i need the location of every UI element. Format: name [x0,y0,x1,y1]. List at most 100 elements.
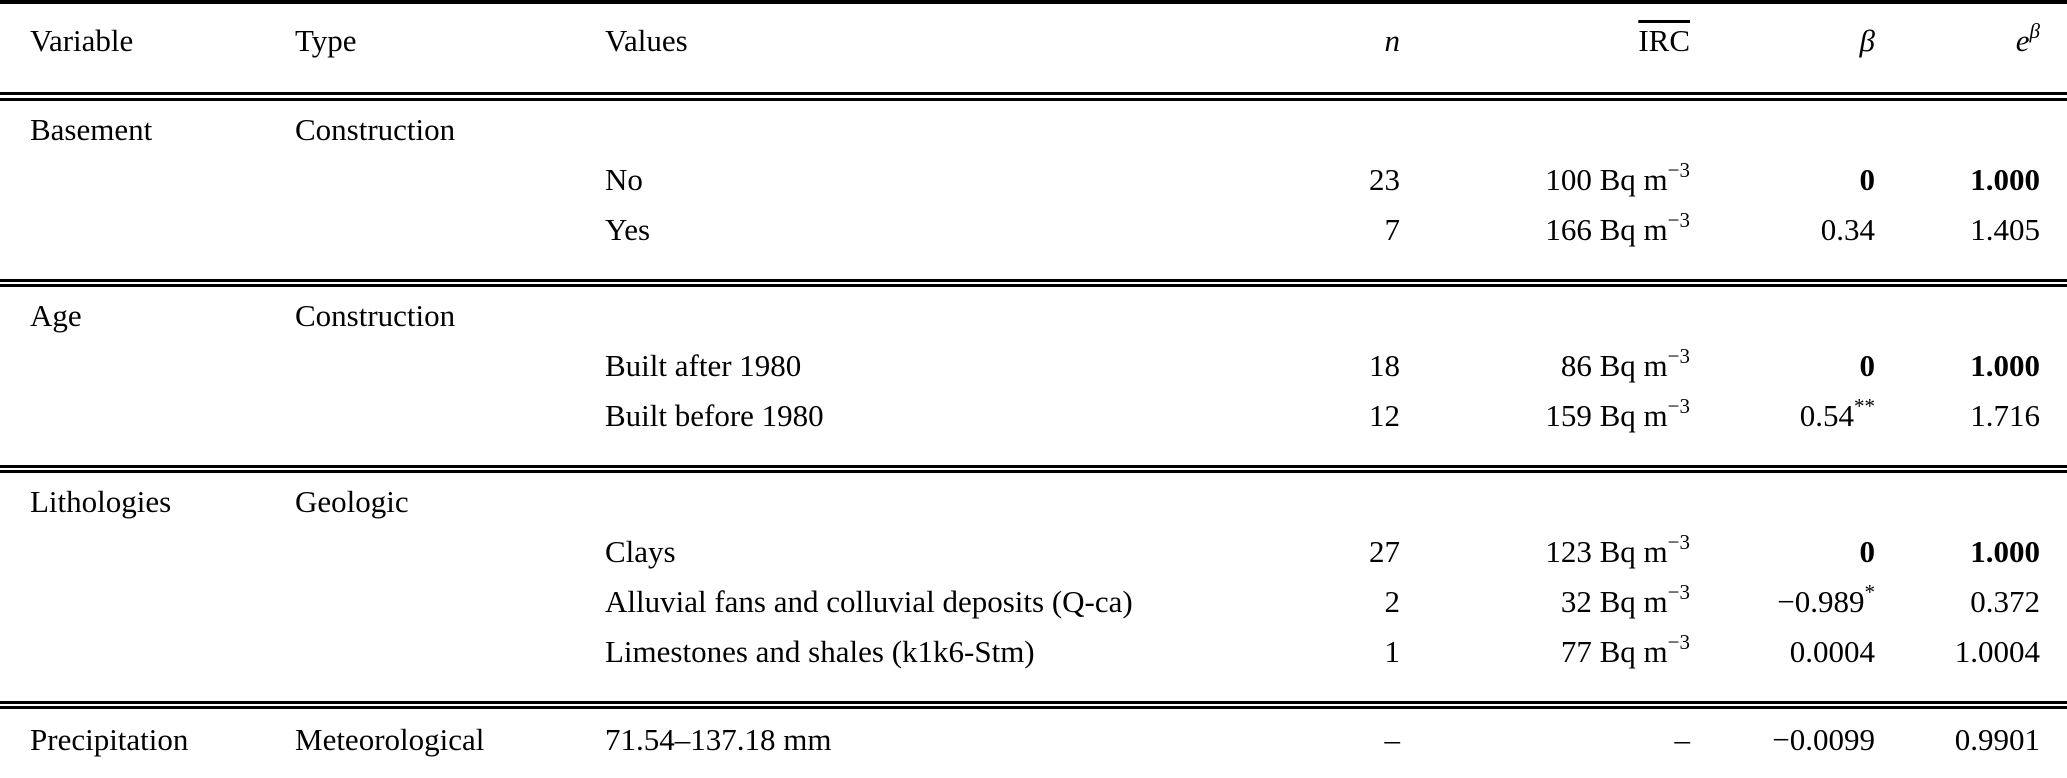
section-precipitation: Precipitation Meteorological 71.54–137.1… [0,705,2067,778]
cell-values: Clays [605,534,676,569]
cell-type: Construction [295,112,456,147]
cell-ebeta [1875,97,2067,156]
cell-n [1260,97,1400,156]
cell-beta [1690,97,1875,156]
header-ebeta: eβ [2015,19,2040,59]
cell-type [295,205,605,283]
cell-n: 2 [1384,584,1401,619]
section-basement: Basement Construction No 23 100 Bq m−3 0… [0,97,2067,284]
cell-beta: 0 [1859,534,1876,569]
cell-n [1260,283,1400,341]
cell-values: Built before 1980 [605,398,824,433]
cell-n [1260,469,1400,527]
cell-beta: −0.0099 [1772,722,1875,757]
unit-exponent: −3 [1667,630,1690,654]
cell-n: – [1384,722,1401,757]
cell-ebeta: 1.000 [1970,162,2040,197]
table-row: Alluvial fans and colluvial deposits (Q-… [0,577,2067,627]
cell-n: 7 [1384,212,1401,247]
cell-n: 27 [1369,534,1400,569]
cell-values: 71.54–137.18 mm [605,722,832,757]
cell-ebeta: 0.9901 [1954,722,2040,757]
cell-variable [0,627,295,705]
table-row: Lithologies Geologic [0,469,2067,527]
cell-beta: 0 [1859,348,1876,383]
cell-type [295,577,605,627]
cell-variable [0,155,295,205]
significance-asterisks: ** [1854,394,1875,418]
table-row: Clays 27 123 Bq m−3 0 1.000 [0,527,2067,577]
unit-exponent: −3 [1667,344,1690,368]
table-header: Variable Type Values n IRC β eβ [0,2,2067,97]
table-row: Yes 7 166 Bq m−3 0.34 1.405 [0,205,2067,283]
cell-irc: 159 Bq m−3 [1545,394,1690,434]
cell-values: No [605,162,643,197]
cell-beta [1690,469,1875,527]
cell-n: 23 [1369,162,1400,197]
header-row: Variable Type Values n IRC β eβ [0,2,2067,97]
cell-ebeta [1875,283,2067,341]
table-row: Precipitation Meteorological 71.54–137.1… [0,705,2067,778]
cell-beta [1690,283,1875,341]
cell-type [295,341,605,391]
cell-type [295,391,605,469]
cell-values [605,283,1260,341]
cell-values: Yes [605,212,651,247]
cell-n: 12 [1369,398,1400,433]
unit-exponent: −3 [1667,158,1690,182]
table-row: No 23 100 Bq m−3 0 1.000 [0,155,2067,205]
cell-variable: Age [30,298,82,333]
cell-variable [0,391,295,469]
cell-type: Meteorological [295,722,485,757]
cell-type: Geologic [295,484,409,519]
cell-variable [0,341,295,391]
header-beta: β [1859,23,1875,58]
cell-variable [0,577,295,627]
cell-n: 18 [1369,348,1400,383]
cell-irc [1400,469,1690,527]
table-row: Basement Construction [0,97,2067,156]
header-values: Values [605,23,688,58]
cell-ebeta [1875,469,2067,527]
cell-irc: 123 Bq m−3 [1545,530,1690,570]
significance-asterisks: * [1864,580,1876,604]
cell-beta: 0 [1859,162,1876,197]
cell-irc: 32 Bq m−3 [1560,580,1690,620]
cell-beta: 0.0004 [1789,634,1875,669]
cell-type [295,155,605,205]
cell-type: Construction [295,298,456,333]
cell-ebeta: 0.372 [1970,584,2040,619]
cell-beta: 0.34 [1820,212,1875,247]
cell-ebeta: 1.405 [1970,212,2040,247]
cell-irc [1400,97,1690,156]
cell-ebeta: 1.000 [1970,534,2040,569]
cell-values: Alluvial fans and colluvial deposits (Q-… [605,584,1133,619]
table-row: Age Construction [0,283,2067,341]
unit-exponent: −3 [1667,530,1690,554]
unit-exponent: −3 [1667,580,1690,604]
header-irc: IRC [1638,23,1690,58]
cell-values: Built after 1980 [605,348,802,383]
unit-exponent: −3 [1667,208,1690,232]
cell-ebeta: 1.000 [1970,348,2040,383]
section-lithologies: Lithologies Geologic Clays 27 123 Bq m−3… [0,469,2067,705]
cell-values [605,469,1260,527]
cell-values: Limestones and shales (k1k6-Stm) [605,634,1035,669]
cell-irc: 166 Bq m−3 [1545,208,1690,248]
cell-values [605,97,1260,156]
table-row: Built after 1980 18 86 Bq m−3 0 1.000 [0,341,2067,391]
cell-variable: Basement [30,112,153,147]
cell-type [295,627,605,705]
cell-irc: 77 Bq m−3 [1560,630,1690,670]
cell-beta: −0.989* [1777,580,1876,620]
header-n: n [1384,23,1401,58]
cell-type [295,527,605,577]
header-type: Type [295,23,357,58]
cell-variable [0,205,295,283]
cell-ebeta: 1.716 [1970,398,2040,433]
unit-exponent: −3 [1667,394,1690,418]
cell-irc: 100 Bq m−3 [1545,158,1690,198]
table-row: Built before 1980 12 159 Bq m−3 0.54** 1… [0,391,2067,469]
